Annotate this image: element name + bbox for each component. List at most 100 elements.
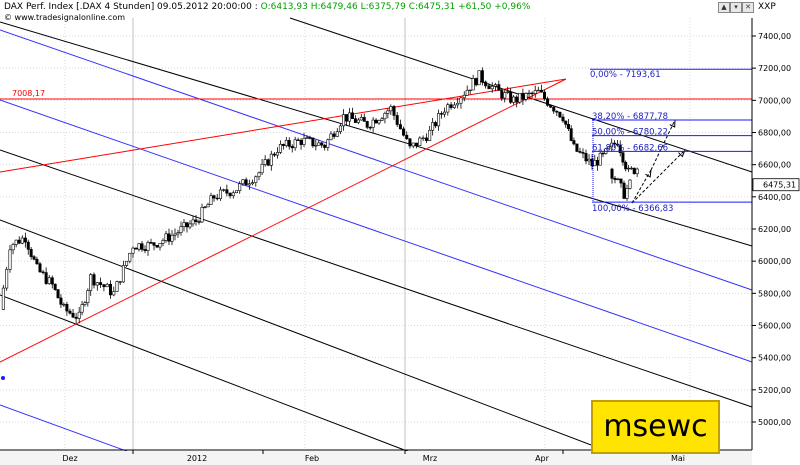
candle-down xyxy=(566,124,570,129)
close-icon[interactable]: ✕ xyxy=(742,2,754,13)
candle-down xyxy=(601,152,605,155)
instrument-title: DAX Perf. Index [.DAX 4 Stunden] 09.05.2… xyxy=(4,2,258,12)
candle-down xyxy=(362,117,366,122)
candle-up xyxy=(161,240,165,244)
candle-down xyxy=(521,92,525,100)
candle-up xyxy=(437,113,441,127)
candle-up xyxy=(380,118,384,121)
ohlc-readout: O:6413,93 H:6479,46 L:6375,79 C:6475,31 … xyxy=(260,2,531,12)
candle-down xyxy=(619,178,623,184)
candle-up xyxy=(593,160,597,167)
candle-down xyxy=(581,152,585,154)
candle-down xyxy=(353,118,357,123)
candle-up xyxy=(251,182,255,185)
candle-up xyxy=(115,281,119,292)
candle-down xyxy=(308,137,312,139)
candle-down xyxy=(621,152,625,163)
projection-arrow-2-head xyxy=(669,119,676,128)
candle-up xyxy=(347,112,351,122)
x-tick-label: Feb xyxy=(305,454,319,463)
candle-up xyxy=(293,139,297,149)
candle-down xyxy=(530,92,534,95)
candle-up xyxy=(47,277,51,284)
candle-down xyxy=(564,120,568,125)
channel-line-blue-1 xyxy=(0,29,753,291)
candle-down xyxy=(578,151,582,153)
axis-title: XXP xyxy=(758,2,776,12)
candle-down xyxy=(38,263,42,273)
candle-up xyxy=(527,92,531,95)
candle-down xyxy=(539,89,543,93)
candle-up xyxy=(269,153,273,166)
candle-up xyxy=(14,239,18,245)
candle-up xyxy=(635,168,639,175)
candle-up xyxy=(518,92,522,103)
candle-up xyxy=(471,78,475,91)
candle-down xyxy=(167,233,171,242)
candle-down xyxy=(41,271,45,273)
candle-up xyxy=(278,144,282,153)
candle-down xyxy=(618,144,622,154)
candle-down xyxy=(212,195,216,199)
candle-up xyxy=(335,131,339,137)
fib-label: 100,00% - 6366,83 xyxy=(592,204,673,214)
candle-down xyxy=(572,140,576,145)
candle-down xyxy=(140,243,144,250)
candle-down xyxy=(296,139,300,141)
candle-down xyxy=(374,119,378,124)
candle-up xyxy=(386,110,390,114)
y-tick-label: 6800,00 xyxy=(758,129,791,138)
candle-up xyxy=(164,233,168,241)
channel-line-black-3 xyxy=(0,219,621,457)
candle-up xyxy=(188,223,192,228)
candle-up xyxy=(260,164,264,174)
last-price-label: 6475,31 xyxy=(763,181,796,190)
candle-up xyxy=(465,89,469,96)
scroll-up-icon[interactable]: ▲ xyxy=(718,2,730,13)
candle-up xyxy=(121,265,125,283)
candle-up xyxy=(105,283,109,288)
candle-down xyxy=(408,138,412,147)
candle-up xyxy=(503,92,507,99)
candle-up xyxy=(182,222,186,227)
candle-down xyxy=(143,249,147,251)
projection-arrow-3 xyxy=(631,149,686,204)
candle-down xyxy=(149,242,153,244)
candle-up xyxy=(137,243,141,250)
candle-down xyxy=(290,146,294,149)
candle-up xyxy=(1,287,5,310)
watermark: © www.tradesignalonline.com xyxy=(4,13,126,22)
fib-label: 38,20% - 6877,78 xyxy=(592,112,668,122)
candle-down xyxy=(392,106,396,116)
axes: 5000,00 5200,00 5400,00 5600,00 5800,00 6000,… xyxy=(0,18,800,465)
candle-down xyxy=(345,114,349,122)
minimize-icon[interactable]: ▾ xyxy=(730,2,742,13)
candle-up xyxy=(302,137,306,145)
candle-up xyxy=(626,167,630,170)
candle-up xyxy=(11,244,15,251)
candle-down xyxy=(320,142,324,146)
x-tick-label: Mrz xyxy=(423,454,437,463)
candle-down xyxy=(26,241,30,250)
price-candles xyxy=(1,67,639,324)
projection-arrow-2 xyxy=(650,119,676,171)
candle-up xyxy=(314,144,318,147)
candle-down xyxy=(434,122,438,127)
candle-up xyxy=(442,111,446,115)
candle-down xyxy=(542,91,546,99)
candle-down xyxy=(552,106,556,112)
candle-down xyxy=(332,133,336,137)
candle-up xyxy=(533,90,537,94)
candle-down xyxy=(596,160,600,166)
candle-down xyxy=(266,159,270,166)
candle-up xyxy=(338,125,342,132)
candle-down xyxy=(424,137,428,141)
candle-down xyxy=(194,219,198,222)
candle-down xyxy=(497,84,501,91)
candle-down xyxy=(546,98,550,106)
candle-down xyxy=(71,312,75,318)
candle-down xyxy=(118,281,122,283)
trend-line-red-upper xyxy=(0,78,567,173)
trend-channels: 7008,17 xyxy=(0,17,753,457)
candle-up xyxy=(625,188,629,199)
